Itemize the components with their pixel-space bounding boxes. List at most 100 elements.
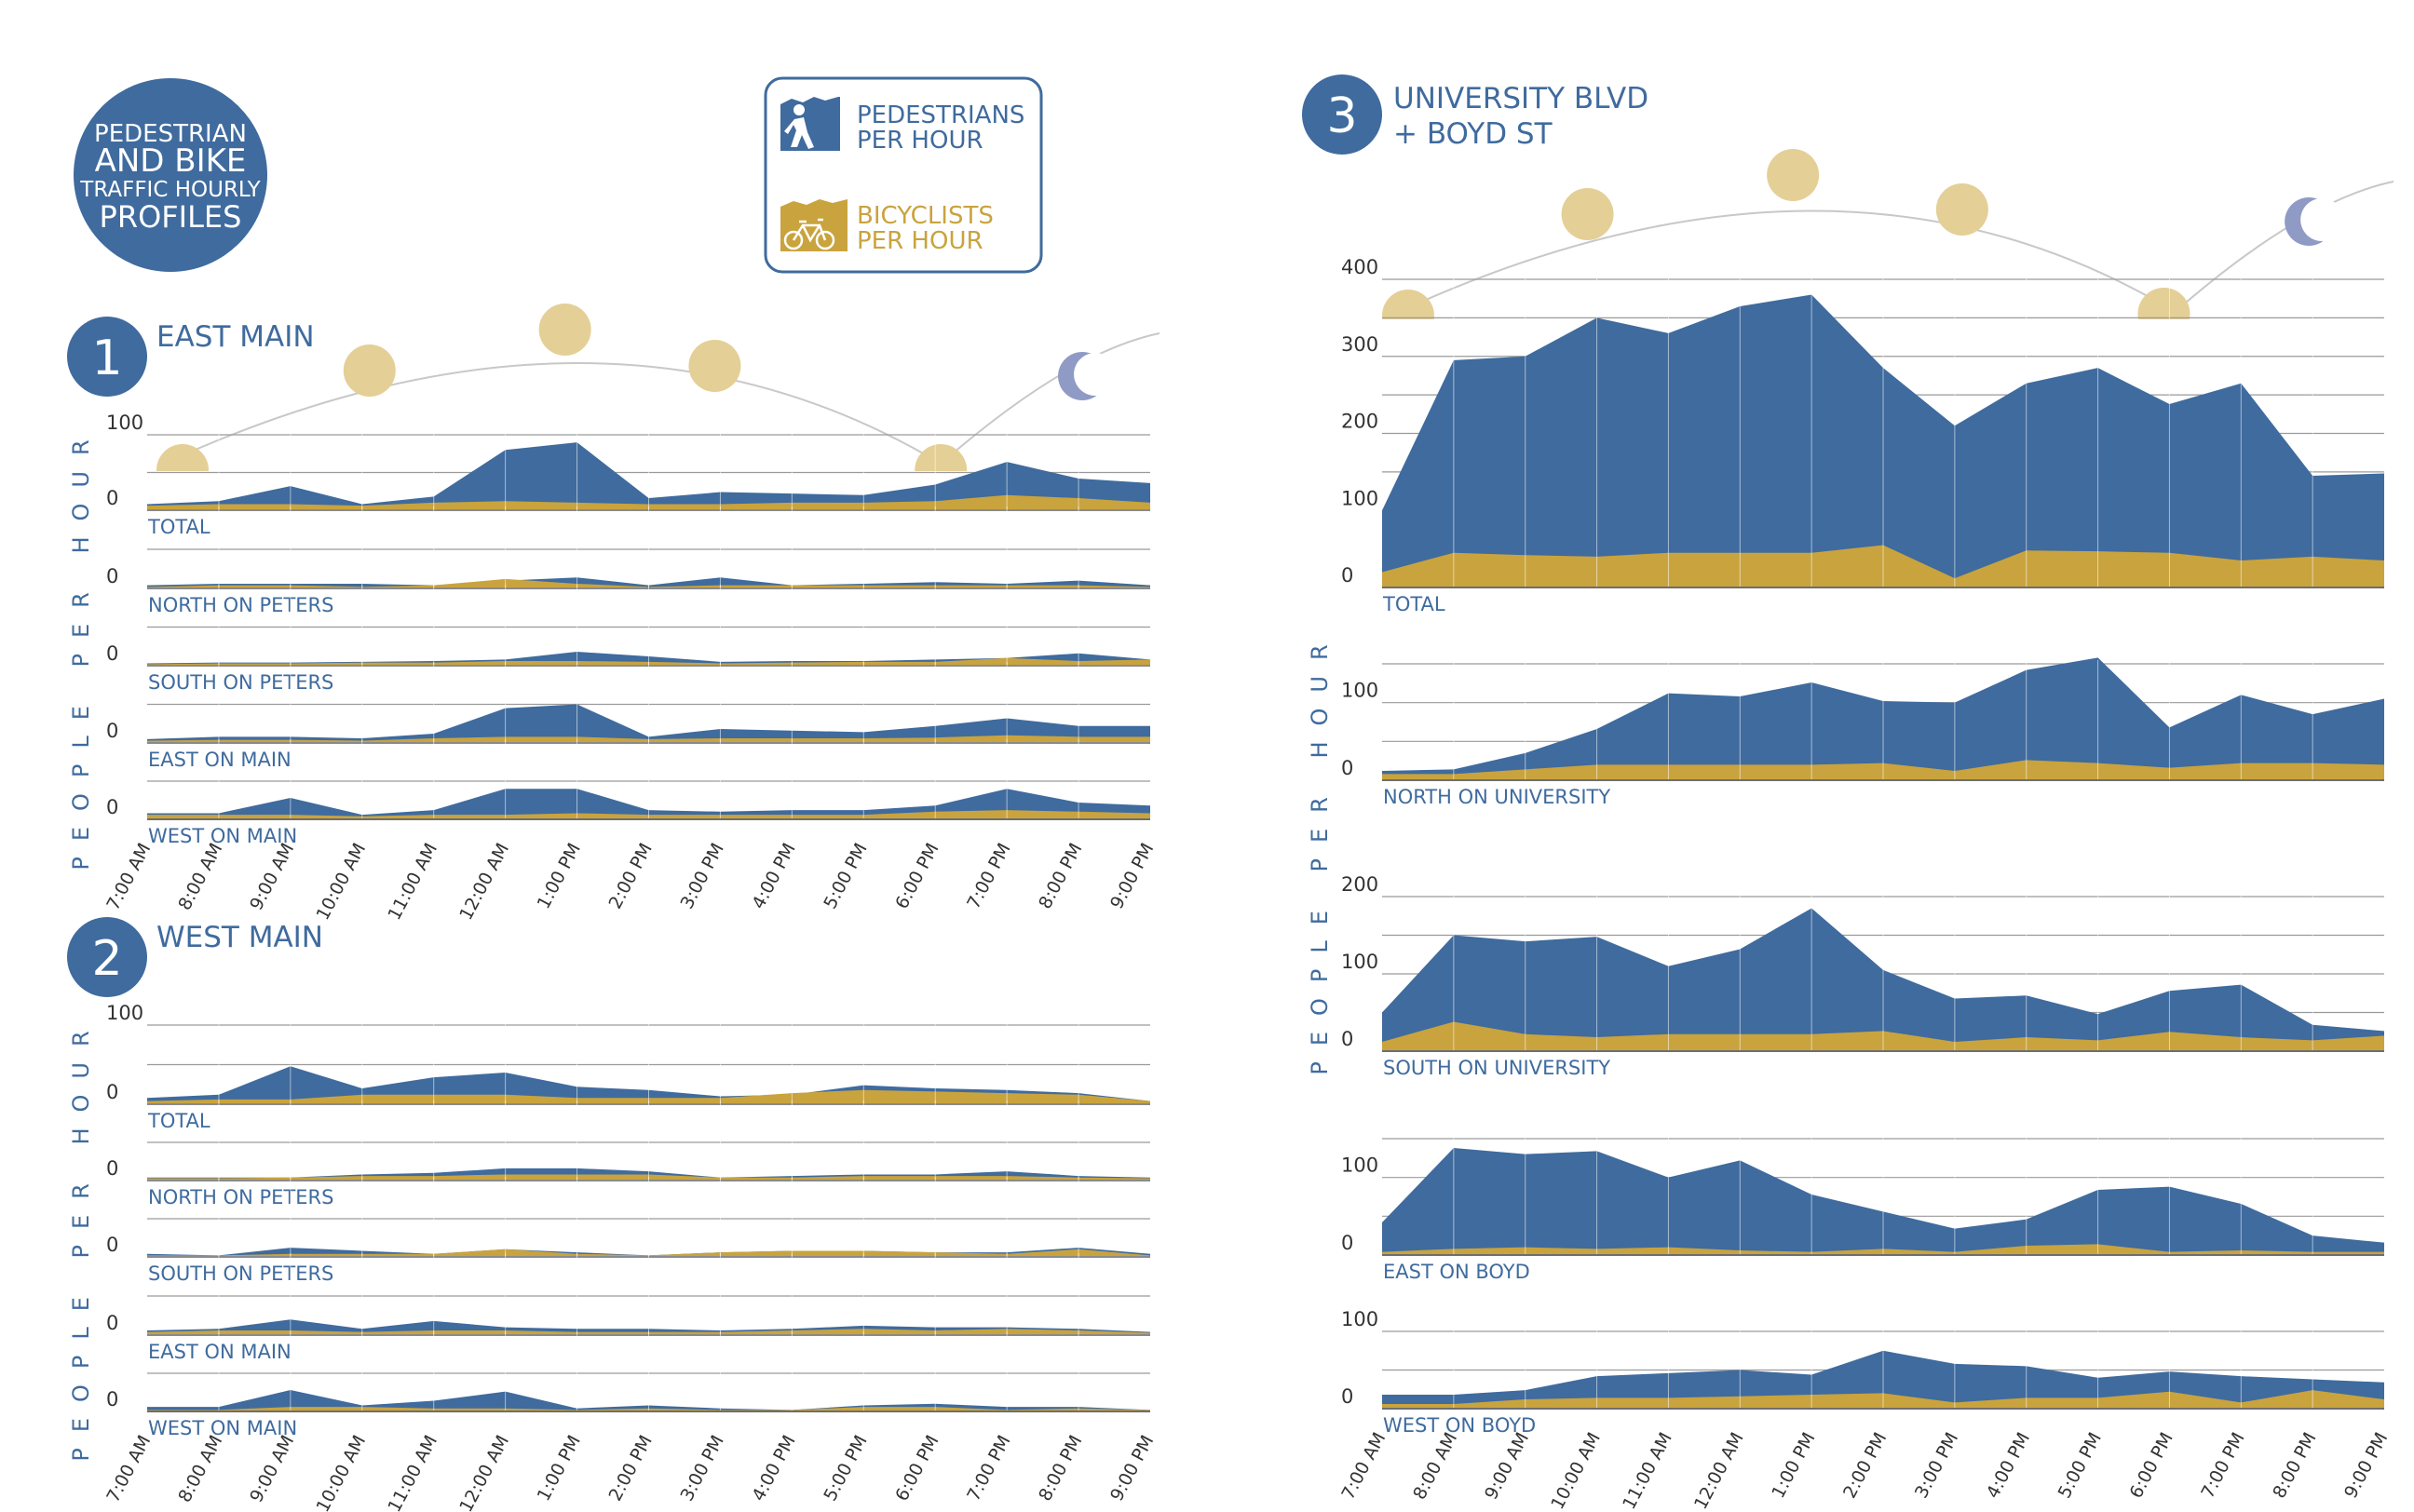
section-3-header: 3 UNIVERSITY BLVD + BOYD ST — [1302, 74, 1648, 155]
x-tick-label: 12:00 AM — [455, 1432, 513, 1512]
panel-3-3: 0 100 200 SOUTH ON UNIVERSITY — [1341, 873, 2384, 1079]
section-3-badge — [1302, 74, 1382, 155]
section-2-badge — [67, 917, 147, 997]
panel-label: SOUTH ON PETERS — [148, 1262, 333, 1285]
moon-shadow — [2300, 198, 2344, 241]
y-tick-label: 0 — [106, 1081, 118, 1103]
x-tick-label: 10:00 AM — [312, 840, 370, 924]
moon-path — [940, 332, 1160, 465]
panel-2-1: 0 100 TOTAL — [106, 1002, 1150, 1132]
sun-icon — [1935, 183, 1988, 236]
x-tick-label: 2:00 PM — [605, 1432, 657, 1505]
x-tick-label: 5:00 PM — [2055, 1429, 2106, 1502]
panel-label: WEST ON MAIN — [148, 825, 297, 847]
x-tick-label: 8:00 PM — [2269, 1429, 2320, 1502]
panel-2-2: 0 NORTH ON PETERS — [106, 1100, 1150, 1208]
y-axis-label-1: PEOPLE PER HOUR — [68, 424, 94, 870]
y-axis-label-3: PEOPLE PER HOUR — [1307, 628, 1333, 1074]
x-tick-label: 3:00 PM — [676, 1432, 727, 1505]
moon-path — [2174, 181, 2394, 313]
x-tick-label: 6:00 PM — [891, 1432, 943, 1505]
bike-area — [147, 494, 1150, 510]
bicycle-icon — [780, 199, 848, 251]
x-tick-label: 7:00 AM — [1337, 1429, 1390, 1503]
panel-label: NORTH ON UNIVERSITY — [1383, 786, 1610, 808]
ped-area — [147, 704, 1150, 743]
y-tick-label: 200 — [1341, 873, 1378, 896]
y-tick-label: 0 — [106, 1312, 118, 1334]
x-tick-label: 5:00 PM — [820, 1432, 871, 1505]
y-tick-label: 0 — [1341, 1232, 1353, 1254]
bike-area — [147, 810, 1150, 819]
x-tick-label: 4:00 PM — [748, 1432, 799, 1505]
x-tick-label: 6:00 PM — [891, 840, 943, 912]
x-tick-label: 7:00 PM — [963, 840, 1014, 912]
x-tick-label: 2:00 PM — [1839, 1429, 1891, 1502]
x-tick-label: 11:00 AM — [1619, 1429, 1676, 1512]
x-tick-label: 1:00 PM — [1768, 1429, 1819, 1502]
legend: PEDESTRIANS PER HOUR BICYCLISTS PER HOUR — [764, 76, 1043, 274]
y-tick-label: 200 — [1341, 411, 1378, 433]
y-tick-label: 100 — [1341, 487, 1378, 509]
legend-ped-line-2: PER HOUR — [857, 127, 983, 155]
x-tick-label: 3:00 PM — [1911, 1429, 1962, 1502]
section-1-title: EAST MAIN — [156, 320, 315, 354]
y-tick-label: 0 — [1341, 757, 1353, 779]
panel-label: TOTAL — [147, 1110, 210, 1132]
y-tick-label: 100 — [1341, 1308, 1378, 1330]
x-tick-label: 8:00 AM — [1409, 1429, 1461, 1503]
horizon-mask — [145, 471, 229, 499]
y-tick-label: 300 — [1341, 333, 1378, 356]
y-tick-label: 100 — [106, 412, 143, 434]
ped-area — [147, 789, 1150, 819]
x-tick-label: 7:00 PM — [963, 1432, 1014, 1505]
sun-icon — [538, 304, 591, 356]
y-tick-label: 0 — [1341, 1028, 1353, 1050]
panel-label: EAST ON MAIN — [148, 749, 292, 771]
bike-area — [147, 578, 1150, 588]
panel-label: NORTH ON PETERS — [148, 1186, 333, 1208]
x-tick-label: 9:00 PM — [1106, 840, 1158, 912]
panel-1-2: 0 NORTH ON PETERS — [106, 506, 1150, 616]
x-tick-label: 8:00 AM — [174, 1432, 226, 1505]
panel-3-4: 0 100 EAST ON BOYD — [1341, 1135, 2384, 1283]
section-3-number: 3 — [1326, 88, 1357, 144]
y-tick-label: 100 — [1341, 1154, 1378, 1177]
y-tick-label: 400 — [1341, 256, 1378, 278]
y-tick-label: 100 — [1341, 951, 1378, 973]
title-line-2: AND BIKE — [95, 142, 247, 180]
section-2-header: 2 WEST MAIN — [67, 917, 323, 997]
x-tick-label: 10:00 AM — [312, 1432, 370, 1512]
x-tick-label: 8:00 PM — [1035, 1432, 1086, 1505]
y-tick-label: 0 — [106, 720, 118, 742]
panel-label: TOTAL — [1382, 593, 1445, 615]
x-tick-label: 9:00 AM — [246, 840, 298, 913]
x-tick-label: 8:00 AM — [174, 840, 226, 913]
y-tick-label: 0 — [106, 1157, 118, 1180]
y-axis-label-2: PEOPLE PER HOUR — [68, 1015, 94, 1461]
x-tick-label: 9:00 AM — [246, 1432, 298, 1505]
panel-1-1: 0 100 TOTAL — [106, 412, 1150, 538]
y-tick-label: 0 — [106, 796, 118, 818]
sun-icon — [343, 344, 396, 397]
section-1-badge — [67, 317, 147, 397]
x-tick-label: 1:00 PM — [534, 1432, 585, 1505]
x-tick-label: 3:00 PM — [676, 840, 727, 912]
section-2-title: WEST MAIN — [156, 921, 323, 954]
section-2-number: 2 — [91, 931, 122, 987]
y-tick-label: 0 — [106, 487, 118, 509]
y-tick-label: 100 — [1341, 680, 1378, 702]
moon-shadow — [1074, 353, 1118, 396]
panel-label: WEST ON BOYD — [1383, 1414, 1536, 1437]
panel-1-3: 0 SOUTH ON PETERS — [106, 585, 1150, 694]
panel-label: SOUTH ON PETERS — [148, 671, 333, 694]
x-tick-label: 10:00 AM — [1547, 1429, 1605, 1512]
ped-area — [147, 442, 1150, 510]
title-circle — [74, 78, 267, 272]
x-tick-label: 6:00 PM — [2125, 1429, 2177, 1502]
x-tick-label: 11:00 AM — [384, 1432, 441, 1512]
legend-bike-line-1: BICYCLISTS — [857, 202, 994, 230]
section-1-header: 1 EAST MAIN — [67, 317, 315, 397]
section-3-title-line-1: UNIVERSITY BLVD — [1393, 82, 1648, 115]
horizon-mask — [2113, 319, 2207, 347]
